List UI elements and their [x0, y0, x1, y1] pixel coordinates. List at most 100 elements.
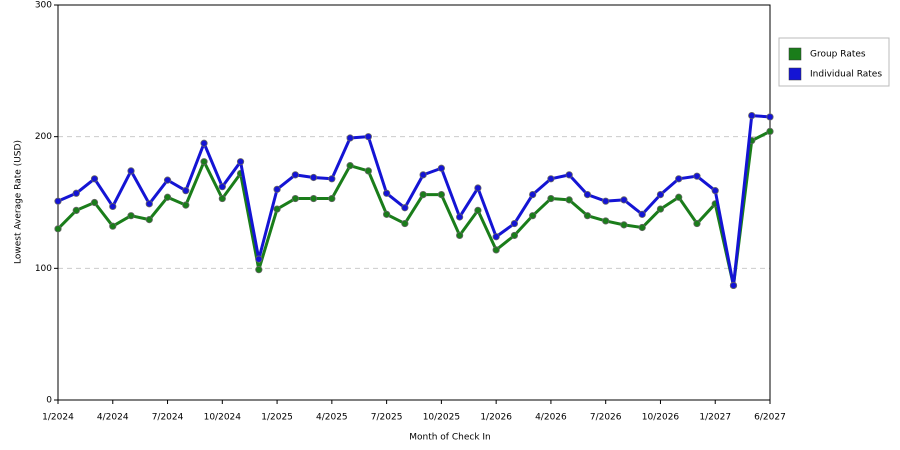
data-point — [456, 213, 464, 221]
data-point — [127, 167, 135, 175]
data-point — [346, 134, 354, 142]
legend-swatch — [788, 47, 802, 61]
data-point — [309, 173, 318, 182]
data-point — [182, 187, 190, 195]
x-tick-label: 10/2024 — [204, 413, 242, 423]
x-tick-label: 4/2024 — [97, 413, 129, 423]
data-point — [383, 210, 391, 218]
data-point — [255, 266, 263, 274]
data-point — [437, 191, 445, 199]
x-tick-label: 6/2027 — [754, 413, 786, 423]
data-point — [145, 216, 153, 224]
legend-swatch — [788, 67, 802, 81]
data-point — [693, 172, 701, 180]
x-axis-title: Month of Check In — [409, 433, 491, 443]
data-point — [109, 222, 117, 230]
data-point — [72, 189, 80, 197]
y-axis-title: Lowest Average Rate (USD) — [14, 140, 24, 264]
data-point — [218, 183, 226, 191]
data-point — [127, 212, 135, 220]
legend-label: Group Rates — [810, 50, 866, 60]
x-tick-label: 1/2025 — [261, 413, 293, 423]
data-point — [328, 194, 336, 203]
data-point — [456, 231, 464, 240]
data-point — [200, 139, 208, 147]
data-point — [309, 194, 318, 203]
data-point — [602, 197, 610, 205]
data-point — [693, 219, 701, 228]
series-line — [57, 114, 771, 287]
data-point — [766, 127, 774, 135]
data-point — [638, 223, 646, 232]
data-point — [419, 191, 427, 199]
data-point — [766, 113, 774, 121]
data-point — [565, 171, 573, 179]
data-point — [401, 219, 409, 228]
data-point — [90, 198, 99, 207]
data-point — [583, 191, 592, 199]
data-point — [602, 217, 610, 225]
data-point — [656, 191, 665, 199]
y-tick-label: 0 — [46, 396, 52, 406]
data-point — [54, 225, 62, 233]
data-point — [474, 206, 482, 214]
data-point — [675, 193, 683, 201]
data-point — [474, 184, 482, 192]
y-tick-label: 200 — [35, 132, 52, 142]
data-point — [437, 164, 445, 172]
data-point — [656, 205, 665, 213]
x-tick-label: 1/2024 — [42, 413, 74, 423]
data-point — [364, 133, 372, 141]
x-tick-label: 1/2026 — [480, 413, 512, 423]
data-point — [328, 175, 336, 183]
data-point — [547, 175, 555, 183]
x-tick-label: 4/2026 — [535, 413, 567, 423]
data-point — [419, 171, 427, 179]
data-point — [383, 189, 391, 197]
data-point — [273, 205, 281, 213]
data-point — [182, 201, 190, 209]
x-tick-label: 7/2025 — [371, 413, 403, 423]
data-point — [90, 175, 99, 183]
data-point — [145, 200, 153, 208]
data-point — [510, 231, 519, 240]
data-point — [236, 158, 245, 166]
data-point — [529, 191, 537, 199]
x-tick-label: 1/2027 — [699, 413, 731, 423]
data-point — [200, 158, 208, 166]
data-point — [163, 176, 172, 184]
data-point — [492, 246, 500, 254]
data-point — [72, 206, 80, 214]
x-tick-label: 10/2025 — [423, 413, 460, 423]
data-point — [620, 221, 628, 229]
x-tick-label: 7/2026 — [590, 413, 622, 423]
data-point — [218, 194, 226, 203]
legend-label: Individual Rates — [810, 70, 882, 80]
y-tick-label: 100 — [35, 264, 52, 274]
data-point — [565, 196, 573, 204]
x-tick-label: 4/2025 — [316, 413, 348, 423]
data-point — [510, 219, 519, 228]
data-point — [547, 194, 555, 203]
data-point — [273, 185, 281, 193]
data-point — [364, 167, 372, 175]
data-point — [54, 197, 62, 205]
data-point — [748, 112, 756, 120]
data-point — [291, 194, 299, 203]
data-point — [729, 281, 738, 290]
data-point — [620, 196, 628, 204]
x-tick-label: 7/2024 — [152, 413, 184, 423]
data-point — [163, 193, 172, 201]
series-line — [56, 130, 771, 287]
data-point — [675, 175, 683, 183]
data-point — [492, 233, 500, 241]
data-point — [711, 187, 719, 195]
data-point — [255, 255, 263, 263]
data-point — [529, 212, 537, 220]
data-point — [638, 210, 646, 218]
data-point — [583, 212, 592, 220]
data-point — [109, 202, 117, 211]
